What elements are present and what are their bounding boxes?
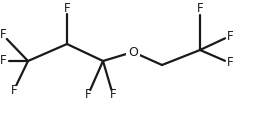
Text: F: F [85, 88, 91, 101]
Text: F: F [11, 84, 17, 97]
Text: F: F [110, 88, 116, 101]
Text: F: F [197, 2, 203, 15]
Text: F: F [0, 55, 6, 67]
Text: F: F [0, 29, 6, 42]
Text: O: O [128, 46, 138, 59]
Text: F: F [227, 30, 233, 42]
Text: F: F [227, 57, 233, 70]
Text: F: F [64, 2, 70, 15]
